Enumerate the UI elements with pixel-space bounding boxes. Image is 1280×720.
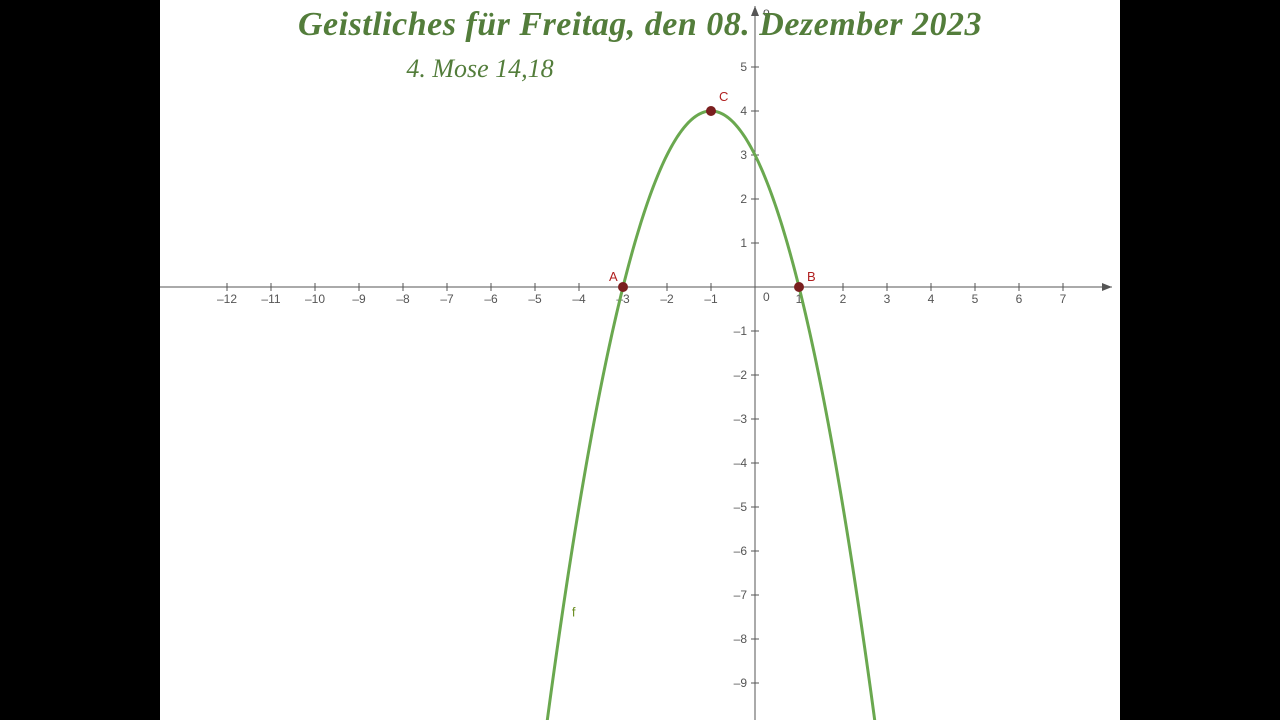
x-tick-label: 6 <box>1016 292 1023 306</box>
y-tick-label: 4 <box>740 104 747 118</box>
origin-label: 0 <box>763 290 770 304</box>
x-tick-label: –5 <box>528 292 542 306</box>
y-axis-label: o <box>763 5 770 19</box>
y-tick-label: –6 <box>734 544 748 558</box>
y-tick-label: –2 <box>734 368 748 382</box>
x-tick-label: –12 <box>217 292 237 306</box>
x-tick-label: –2 <box>660 292 674 306</box>
y-tick-label: –4 <box>734 456 748 470</box>
point-B <box>795 283 804 292</box>
y-tick-label: 1 <box>740 236 747 250</box>
x-tick-label: –9 <box>352 292 366 306</box>
x-tick-label: –1 <box>704 292 718 306</box>
y-tick-label: 2 <box>740 192 747 206</box>
function-label: f <box>572 605 576 620</box>
parabola-curve <box>528 111 893 720</box>
y-tick-label: –5 <box>734 500 748 514</box>
x-tick-label: –10 <box>305 292 325 306</box>
x-tick-label: 2 <box>840 292 847 306</box>
x-tick-label: 5 <box>972 292 979 306</box>
x-tick-label: 3 <box>884 292 891 306</box>
x-tick-label: –4 <box>572 292 586 306</box>
point-label-C: C <box>719 89 728 104</box>
y-axis-arrow <box>751 6 759 16</box>
y-tick-label: –9 <box>734 676 748 690</box>
plot-stage: –12–11–10–9–8–7–6–5–4–3–2–11234567–9–8–7… <box>160 0 1120 720</box>
x-tick-label: –11 <box>261 292 280 306</box>
point-label-A: A <box>609 269 618 284</box>
y-tick-label: –8 <box>734 632 748 646</box>
plot-svg: –12–11–10–9–8–7–6–5–4–3–2–11234567–9–8–7… <box>160 0 1120 720</box>
x-tick-label: –8 <box>396 292 410 306</box>
x-tick-label: –6 <box>484 292 498 306</box>
point-C <box>707 107 716 116</box>
y-tick-label: –1 <box>734 324 748 338</box>
y-tick-label: 5 <box>740 60 747 74</box>
x-tick-label: 7 <box>1060 292 1067 306</box>
x-tick-label: –7 <box>440 292 454 306</box>
y-tick-label: 3 <box>740 148 747 162</box>
point-label-B: B <box>807 269 816 284</box>
y-tick-label: –3 <box>734 412 748 426</box>
y-tick-label: –7 <box>734 588 748 602</box>
point-A <box>619 283 628 292</box>
x-tick-label: 4 <box>928 292 935 306</box>
x-axis-arrow <box>1102 283 1112 291</box>
